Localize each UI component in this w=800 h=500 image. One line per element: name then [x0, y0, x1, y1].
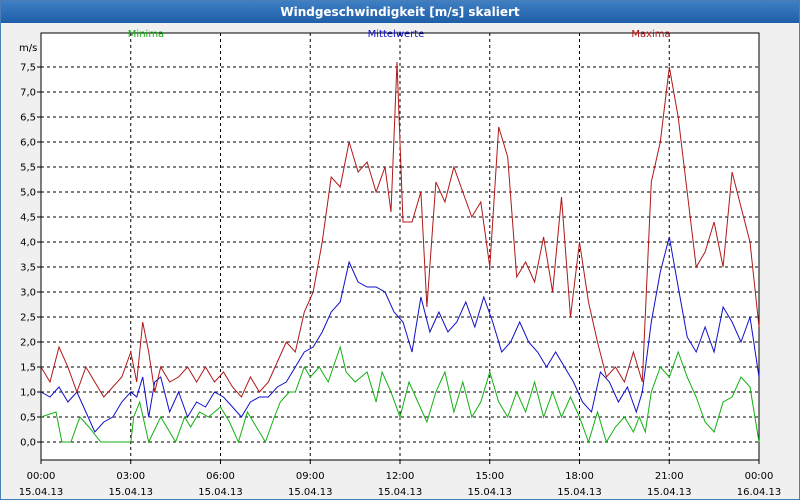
series-line-maxima [40, 61, 760, 398]
x-tick-time-label: 21:00 [655, 471, 684, 482]
x-axis: 00:00 15.04.13 03:00 15.04.13 06:00 15.04.13 0… [19, 460, 782, 498]
y-tick-label: 6,5 [20, 113, 36, 124]
x-tick-time-label: 18:00 [565, 471, 594, 482]
y-tick-label: 7,0 [20, 88, 36, 99]
x-tick-time-label: 03:00 [116, 471, 145, 482]
y-tick-label: 5,0 [20, 188, 36, 199]
legend-maxima: Maxima [631, 29, 670, 40]
series-lines [40, 61, 760, 444]
y-tick-label: 1,5 [20, 363, 36, 374]
x-tick-date-label: 15.04.13 [647, 487, 692, 498]
x-tick-time-label: 00:00 [745, 471, 774, 482]
series-line-mittelwerte [40, 236, 760, 433]
x-tick-time-label: 06:00 [206, 471, 235, 482]
x-tick-date-label: 15.04.13 [288, 487, 333, 498]
x-tick-time-label: 12:00 [386, 471, 415, 482]
y-tick-label: 4,0 [20, 238, 36, 249]
y-tick-label: 5,5 [20, 163, 36, 174]
y-tick-label: 2,5 [20, 313, 36, 324]
y-axis: 0,0 0,5 1,0 1,5 2,0 2,5 3,0 3,5 4,0 4,5 5,0 5,5 6,0 6… [20, 63, 41, 449]
x-tick-time-label: 15:00 [475, 471, 504, 482]
y-tick-label: 4,5 [20, 213, 36, 224]
y-tick-label: 0,0 [20, 438, 36, 449]
x-tick-date-label: 15.04.13 [557, 487, 602, 498]
y-tick-label: 7,5 [20, 63, 36, 74]
y-tick-label: 6,0 [20, 138, 36, 149]
y-tick-label: 0,5 [20, 413, 36, 424]
x-tick-date-label: 15.04.13 [378, 487, 423, 498]
y-axis-label: m/s [19, 43, 37, 54]
x-tick-time-label: 00:00 [27, 471, 56, 482]
window-title: Windgeschwindigkeit [m/s] skaliert [1, 1, 799, 23]
x-tick-date-label: 15.04.13 [198, 487, 243, 498]
x-tick-date-label: 15.04.13 [19, 487, 64, 498]
legend: Minima Mittelwerte Maxima [128, 29, 671, 40]
x-tick-date-label: 15.04.13 [108, 487, 153, 498]
series-line-minima [40, 345, 760, 444]
x-tick-date-label: 15.04.13 [467, 487, 512, 498]
x-tick-time-label: 09:00 [296, 471, 325, 482]
y-tick-label: 2,0 [20, 338, 36, 349]
y-tick-label: 1,0 [20, 388, 36, 399]
x-tick-date-label: 16.04.13 [737, 487, 782, 498]
y-tick-label: 3,0 [20, 288, 36, 299]
y-tick-label: 3,5 [20, 263, 36, 274]
legend-minima: Minima [128, 29, 164, 40]
gridlines [41, 33, 759, 460]
legend-mittelwerte: Mittelwerte [368, 29, 425, 40]
